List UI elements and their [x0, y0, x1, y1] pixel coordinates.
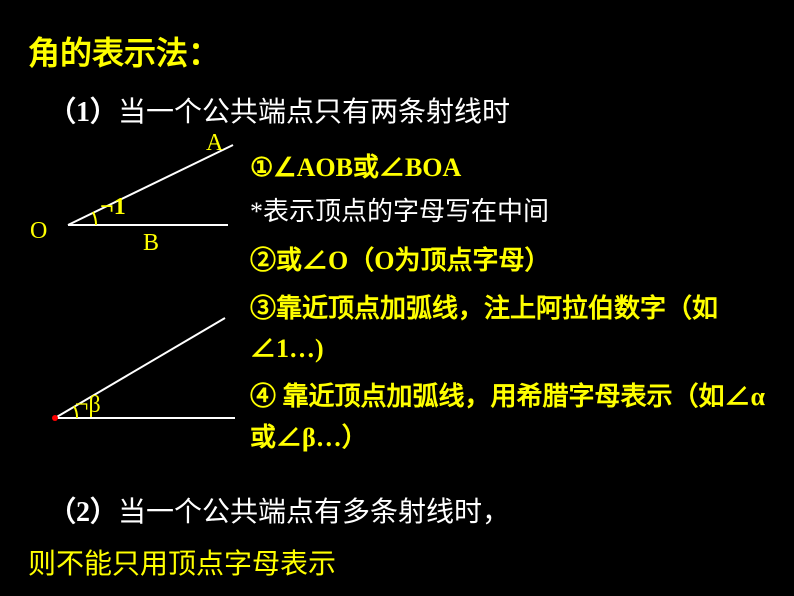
- angle-1-text: 1: [114, 194, 126, 220]
- page-title: 角的表示法：: [28, 28, 220, 74]
- label-b: B: [143, 230, 159, 257]
- section2-prefix: （2）: [48, 497, 118, 528]
- label-beta: ⌐β: [75, 392, 101, 419]
- section1-text: 当一个公共端点只有两条射线时: [118, 97, 510, 128]
- section-2: （2）当一个公共端点有多条射线时，: [48, 490, 510, 530]
- rule-2: ②或∠O（O为顶点字母）: [250, 241, 780, 281]
- vertex-dot: [52, 415, 58, 421]
- label-a: A: [206, 130, 223, 157]
- label-o: O: [30, 218, 47, 245]
- angle-svg-2: [25, 310, 245, 430]
- conclusion-text: 则不能只用顶点字母表示: [28, 542, 336, 582]
- rule-note: *表示顶点的字母写在中间: [250, 192, 780, 232]
- angle-diagram-2: ⌐β: [25, 310, 245, 430]
- label-angle-1: ⌐1: [100, 194, 126, 221]
- section1-prefix: （1）: [48, 97, 118, 128]
- notation-rules: ①∠AOB或∠BOA *表示顶点的字母写在中间 ②或∠O（O为顶点字母） ③靠近…: [250, 148, 780, 458]
- beta-text: β: [89, 392, 101, 418]
- rule-3: ③靠近顶点加弧线，注上阿拉伯数字（如∠1…): [250, 289, 780, 370]
- rule-4: ④ 靠近顶点加弧线，用希腊字母表示（如∠α或∠β…）: [250, 377, 780, 458]
- angle-arc-1: [93, 212, 96, 225]
- angle-diagram-1: A O B ⌐1: [28, 130, 238, 260]
- section2-text: 当一个公共端点有多条射线时，: [118, 497, 510, 528]
- section-1: （1）当一个公共端点只有两条射线时: [48, 90, 510, 130]
- rule-1: ①∠AOB或∠BOA: [250, 148, 780, 188]
- title-text: 角的表示法：: [28, 35, 220, 71]
